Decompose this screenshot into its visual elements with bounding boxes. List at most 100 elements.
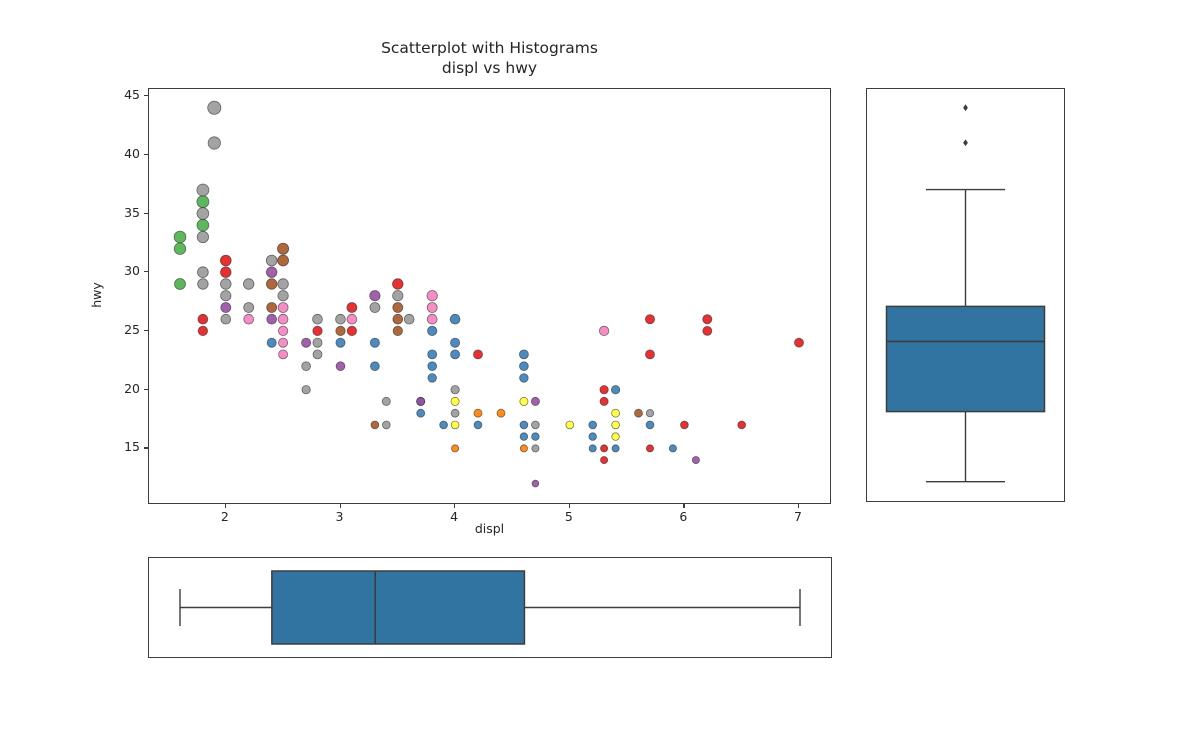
point-red (599, 385, 609, 395)
point-gray (242, 278, 255, 290)
scatter-plot (173, 100, 804, 488)
point-blue (266, 337, 277, 348)
point-gray (277, 278, 289, 290)
chart-title: Scatterplot with Histograms displ vs hwy (148, 38, 831, 78)
point-blue (588, 432, 597, 441)
x-tick-mark (798, 504, 800, 508)
point-brown (392, 302, 404, 313)
point-yellow (450, 420, 460, 430)
point-yellow (611, 408, 621, 418)
point-green (173, 242, 187, 255)
x-tick-label: 2 (220, 509, 229, 524)
point-gray (381, 396, 391, 406)
point-blue (369, 337, 380, 348)
point-purple (220, 302, 232, 313)
point-blue (427, 325, 438, 336)
point-gray (220, 313, 232, 325)
point-pink (277, 313, 289, 325)
point-brown (392, 325, 403, 336)
y-tick-mark (144, 329, 148, 332)
point-gray (531, 444, 540, 453)
y-tick-label: 40 (124, 145, 140, 161)
point-blue (645, 420, 655, 430)
y-tick-mark (144, 271, 148, 273)
y-tick-label: 20 (124, 380, 140, 396)
point-pink (278, 337, 289, 348)
point-gray (220, 278, 232, 290)
point-gray (335, 313, 346, 325)
point-blue (427, 373, 437, 383)
point-red (702, 314, 713, 325)
point-blue (610, 385, 621, 395)
point-blue (450, 349, 461, 360)
point-blue (519, 373, 529, 383)
displ-iqr-box (271, 570, 526, 645)
point-red (737, 420, 746, 430)
point-blue (518, 349, 529, 360)
point-pink (426, 302, 438, 313)
point-gray (301, 385, 311, 395)
point-yellow (611, 432, 620, 441)
point-red (346, 325, 357, 336)
displ-boxplot-panel (148, 557, 832, 658)
point-pink (426, 290, 438, 302)
x-tick-mark (454, 504, 456, 508)
point-brown (634, 408, 643, 418)
point-yellow (565, 420, 575, 430)
point-orange (519, 444, 528, 453)
point-gray (450, 385, 460, 395)
hwy-outlier-marker (963, 139, 968, 147)
point-red (312, 325, 323, 336)
point-red (645, 349, 655, 360)
point-pink (346, 313, 358, 325)
point-green (196, 195, 210, 209)
point-gray (243, 302, 255, 313)
point-gray (392, 290, 404, 302)
point-blue (519, 420, 529, 430)
hwy-outlier-marker (963, 104, 968, 112)
point-pink (277, 302, 289, 313)
x-tick-label: 5 (564, 509, 573, 524)
point-blue (611, 444, 620, 453)
y-tick-mark (144, 153, 148, 155)
point-brown (277, 242, 290, 255)
point-red (197, 325, 209, 336)
point-gray (450, 408, 460, 418)
x-tick-label: 4 (450, 509, 459, 524)
point-gray (220, 290, 232, 302)
point-red (220, 254, 232, 267)
x-tick-mark (683, 504, 685, 508)
point-red (680, 420, 689, 430)
point-red (794, 337, 804, 348)
point-green (174, 278, 186, 290)
y-axis-label: hwy (89, 282, 104, 308)
point-pink (243, 313, 254, 325)
point-purple (416, 396, 426, 406)
point-blue (588, 444, 597, 453)
y-tick-mark (144, 95, 148, 97)
x-tick-label: 6 (679, 509, 688, 524)
point-red (702, 325, 713, 336)
point-gray (382, 420, 391, 430)
point-green (173, 230, 187, 244)
point-blue (370, 361, 380, 372)
hwy-boxplot-panel (866, 88, 1065, 502)
point-red (600, 444, 609, 453)
point-blue (439, 420, 448, 430)
y-tick-label: 35 (124, 204, 140, 220)
point-red (645, 444, 654, 453)
point-blue (588, 420, 598, 430)
point-yellow (519, 396, 529, 406)
point-purple (265, 266, 278, 278)
x-tick-mark (224, 504, 226, 508)
scatter-panel (148, 88, 831, 504)
x-tick-label: 7 (794, 509, 802, 524)
point-red (220, 266, 232, 278)
x-tick-mark (339, 504, 341, 508)
point-blue (450, 337, 461, 348)
y-tick-mark (144, 447, 148, 449)
point-gray (207, 136, 221, 150)
point-blue (519, 361, 529, 372)
point-gray (196, 183, 210, 197)
point-brown (265, 278, 278, 290)
